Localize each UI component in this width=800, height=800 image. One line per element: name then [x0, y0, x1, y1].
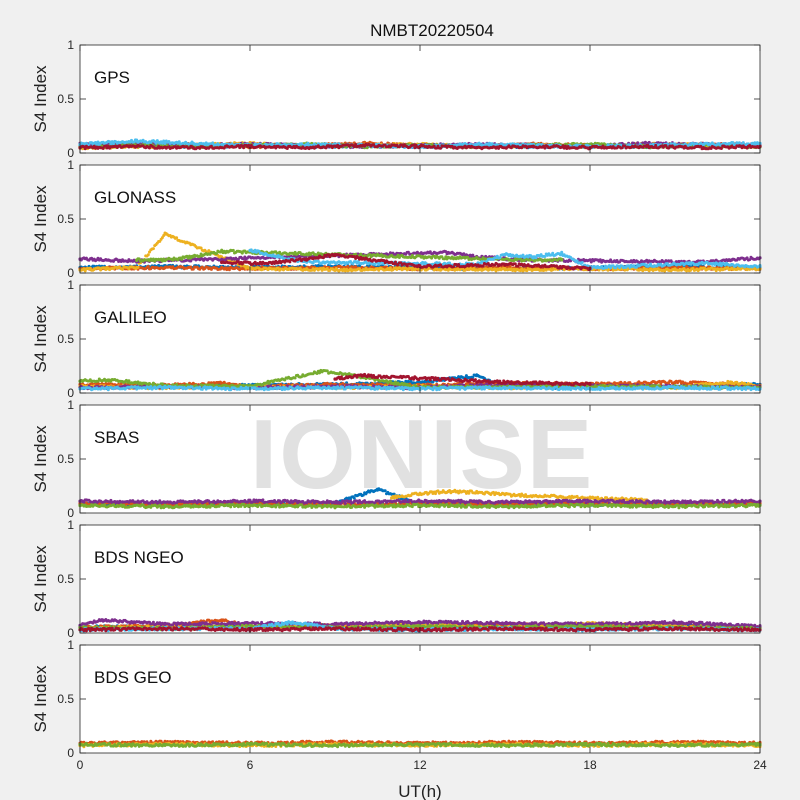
y-tick-label: 1: [67, 38, 74, 52]
data-point: [192, 142, 195, 145]
data-point: [135, 145, 138, 148]
data-point: [163, 266, 166, 269]
plot-area: [80, 45, 760, 153]
data-point: [135, 140, 138, 143]
data-point: [155, 142, 158, 145]
data-point: [475, 146, 478, 149]
data-point: [532, 145, 535, 148]
y-tick-label: 0.5: [57, 92, 74, 106]
data-point: [645, 145, 648, 148]
data-point: [702, 143, 705, 146]
figure-title: NMBT20220504: [370, 21, 494, 40]
data-point: [305, 143, 308, 146]
data-point: [362, 144, 365, 147]
data-point: [192, 146, 195, 149]
data-point: [702, 146, 705, 149]
data-point: [354, 265, 357, 268]
data-point: [147, 253, 150, 256]
panel-label: GPS: [94, 68, 130, 87]
data-point: [152, 247, 155, 250]
data-point: [305, 146, 308, 149]
data-point: [475, 143, 478, 146]
y-axis-label: S4 Index: [31, 65, 50, 133]
